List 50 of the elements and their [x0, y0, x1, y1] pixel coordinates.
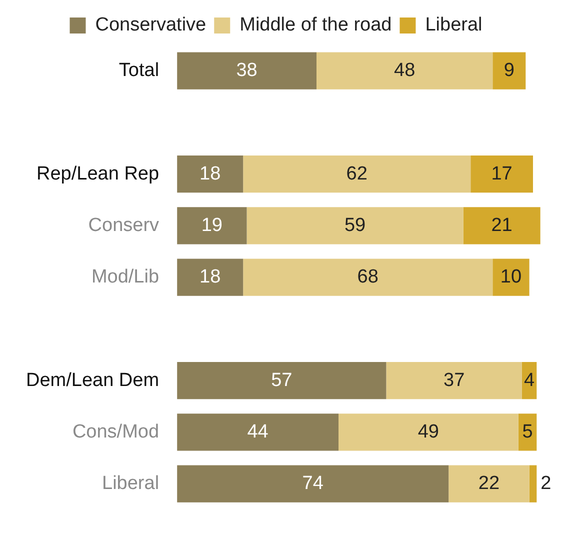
data-label: 68 [357, 266, 378, 288]
bar [492, 258, 530, 296]
bar [177, 258, 244, 296]
data-label: 2 [540, 473, 552, 494]
y-tick-label: Dem/Lean Dem [26, 370, 160, 391]
data-label: 18 [200, 266, 221, 288]
data-label: 49 [418, 421, 439, 442]
bar [177, 414, 339, 451]
data-label: 37 [444, 370, 465, 391]
data-label: 59 [344, 214, 366, 236]
bar [386, 362, 522, 400]
bar [529, 465, 537, 502]
bar [177, 155, 244, 193]
legend-label: Conservative [95, 14, 206, 36]
bar [177, 207, 247, 244]
data-label: 5 [522, 421, 533, 442]
y-tick-label: Rep/Lean Rep [36, 163, 160, 184]
bar [448, 465, 530, 502]
data-label: 4 [524, 370, 536, 391]
data-label: 17 [491, 163, 512, 184]
bar [177, 465, 449, 502]
data-label: 21 [491, 214, 512, 236]
legend-label: Liberal [425, 14, 482, 36]
data-label: 57 [271, 370, 292, 391]
data-label: 62 [346, 163, 368, 184]
data-label: 19 [201, 214, 222, 236]
bar [316, 52, 493, 90]
bar [246, 207, 464, 244]
data-label: 48 [394, 60, 416, 82]
data-label: 38 [236, 60, 258, 82]
data-label: 18 [200, 163, 221, 184]
bar [243, 155, 471, 193]
y-tick-label: Total [118, 60, 160, 82]
bar [470, 155, 533, 193]
bar [338, 414, 518, 451]
y-tick-label: Mod/Lib [91, 266, 160, 288]
data-label: 22 [478, 473, 500, 494]
data-label: 44 [247, 421, 269, 442]
bar [463, 207, 540, 244]
bar [243, 258, 493, 296]
y-tick-label: Liberal [102, 473, 160, 494]
y-tick-label: Conserv [88, 214, 160, 236]
data-label: 10 [500, 266, 522, 288]
bar [492, 52, 526, 90]
bar [177, 362, 386, 400]
data-label: 74 [302, 473, 324, 494]
data-label: 9 [504, 60, 514, 82]
y-tick-label: Cons/Mod [72, 421, 160, 442]
bar [177, 52, 316, 90]
legend-label: Middle of the road [240, 14, 392, 36]
